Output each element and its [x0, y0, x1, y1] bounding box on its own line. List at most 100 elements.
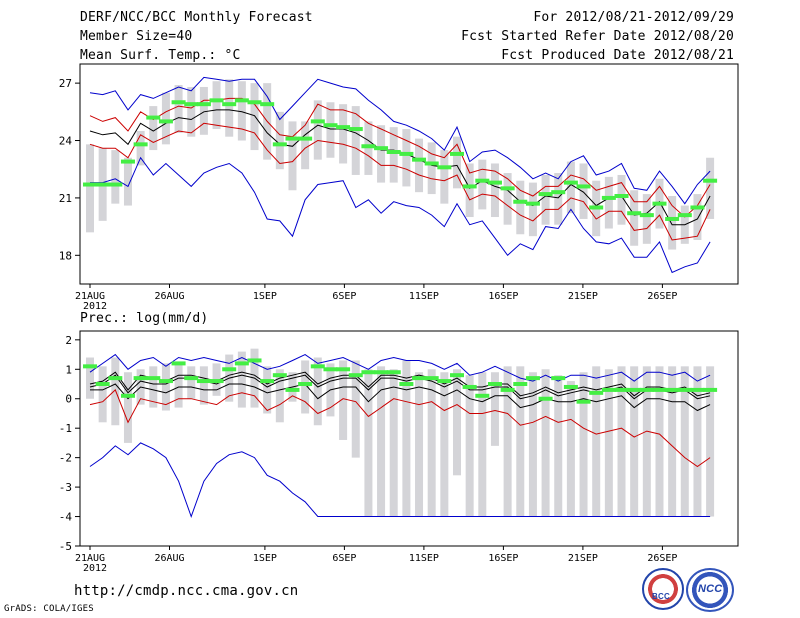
- median-bar: [513, 382, 528, 387]
- ensemble-box: [642, 194, 651, 244]
- median-bar: [563, 180, 578, 185]
- series-p75-line: [89, 371, 711, 397]
- median-bar: [108, 182, 123, 187]
- median-bar: [652, 201, 667, 206]
- ensemble-box: [427, 369, 436, 517]
- median-bar: [576, 184, 591, 189]
- ensemble-box: [579, 372, 588, 517]
- ensemble-box: [326, 102, 335, 158]
- median-bar: [336, 367, 351, 372]
- median-bar: [310, 364, 325, 369]
- median-bar: [538, 396, 553, 401]
- ensemble-box: [642, 366, 651, 517]
- median-bar: [601, 195, 616, 200]
- ensemble-box: [440, 150, 449, 204]
- x-tick-label: 26AUG: [154, 291, 184, 302]
- grads-credit: GrADS: COLA/IGES: [4, 604, 94, 614]
- x-tick-label: 1SEP: [253, 291, 277, 302]
- median-bar: [614, 194, 629, 198]
- median-bar: [424, 161, 439, 166]
- median-bar: [171, 361, 186, 366]
- median-bar: [601, 387, 616, 392]
- median-bar: [310, 119, 325, 124]
- series-p25-line: [89, 122, 711, 241]
- ensemble-box: [389, 369, 398, 517]
- ensemble-box: [503, 173, 512, 225]
- plot-frame: [79, 330, 739, 547]
- source-url[interactable]: http://cmdp.ncc.cma.gov.cn: [74, 583, 299, 599]
- median-bar: [462, 384, 477, 389]
- ensemble-box: [452, 369, 461, 476]
- ensemble-box: [313, 357, 322, 426]
- ensemble-box: [199, 366, 208, 405]
- median-bar: [184, 376, 199, 381]
- ensemble-box: [161, 92, 170, 145]
- median-bar: [525, 201, 540, 206]
- x-tick-label: 6SEP: [332, 553, 356, 564]
- y-tick-label: 24: [59, 135, 73, 148]
- median-bar: [184, 102, 199, 107]
- y-tick-label: 18: [59, 249, 72, 262]
- ensemble-box: [503, 366, 512, 517]
- median-bar: [551, 376, 566, 381]
- ensemble-box: [478, 372, 487, 517]
- median-bar: [222, 367, 237, 372]
- median-bar: [690, 205, 705, 210]
- ensemble-box: [111, 357, 120, 426]
- median-bar: [551, 190, 566, 195]
- ensemble-box: [199, 86, 208, 135]
- median-bar: [209, 98, 224, 103]
- median-bar: [703, 178, 718, 183]
- median-bar: [222, 102, 237, 107]
- series-min-line: [90, 156, 711, 274]
- x-tick-label: 1SEP: [253, 553, 277, 564]
- ensemble-box: [604, 176, 613, 229]
- series-p75-line: [89, 97, 711, 218]
- median-bar: [500, 387, 515, 392]
- ensemble-box: [237, 81, 246, 141]
- produced-date: Fcst Produced Date 2012/08/21: [501, 48, 734, 63]
- ensemble-box: [528, 372, 537, 517]
- ensemble-box: [377, 366, 386, 517]
- median-bar: [196, 379, 211, 384]
- median-bar: [475, 178, 490, 183]
- median-bar: [133, 376, 148, 381]
- median-bar: [298, 136, 313, 141]
- series-max-line: [89, 76, 711, 205]
- median-bar: [209, 379, 224, 384]
- chart-panel-precipitation: -5 -4 -3 -2 -1 0 1 2 21AUG 26AUG 1SEP 6SEP 11SEP 16SE…: [59, 330, 739, 574]
- ensemble-box: [478, 159, 487, 210]
- median-bar: [386, 370, 401, 375]
- median-bar: [196, 102, 211, 107]
- median-bar: [285, 136, 300, 141]
- x-tick-label: 11SEP: [409, 553, 439, 564]
- x-tick-label: 16SEP: [488, 291, 518, 302]
- x-year-label: 2012: [83, 563, 107, 574]
- member-size: Member Size=40: [80, 29, 193, 44]
- ensemble-box: [98, 366, 107, 423]
- ensemble-box: [604, 369, 613, 517]
- ensemble-box: [174, 85, 183, 133]
- median-bar: [158, 379, 173, 384]
- median-bar: [361, 144, 376, 149]
- refer-date: Fcst Started Refer Date 2012/08/20: [461, 29, 734, 44]
- ensemble-box: [655, 366, 664, 517]
- ensemble-box: [516, 366, 525, 517]
- median-bar: [589, 390, 604, 395]
- ensemble-box: [617, 366, 626, 517]
- median-bar: [158, 119, 173, 124]
- series-lower-line: [89, 389, 711, 468]
- median-bar: [133, 142, 148, 147]
- median-bar: [399, 151, 414, 156]
- ensemble-box: [465, 375, 474, 517]
- chart-title: DERF/NCC/BCC Monthly Forecast: [80, 10, 313, 25]
- median-bar: [500, 186, 515, 191]
- x-tick-label: 11SEP: [409, 291, 439, 302]
- median-bar: [399, 382, 414, 387]
- median-bar: [108, 376, 123, 381]
- ncc-logo: NCC: [686, 568, 734, 612]
- ensemble-box: [415, 138, 424, 193]
- median-bar: [272, 373, 287, 378]
- x-tick-label: 6SEP: [332, 291, 356, 302]
- ensemble-box: [174, 363, 183, 408]
